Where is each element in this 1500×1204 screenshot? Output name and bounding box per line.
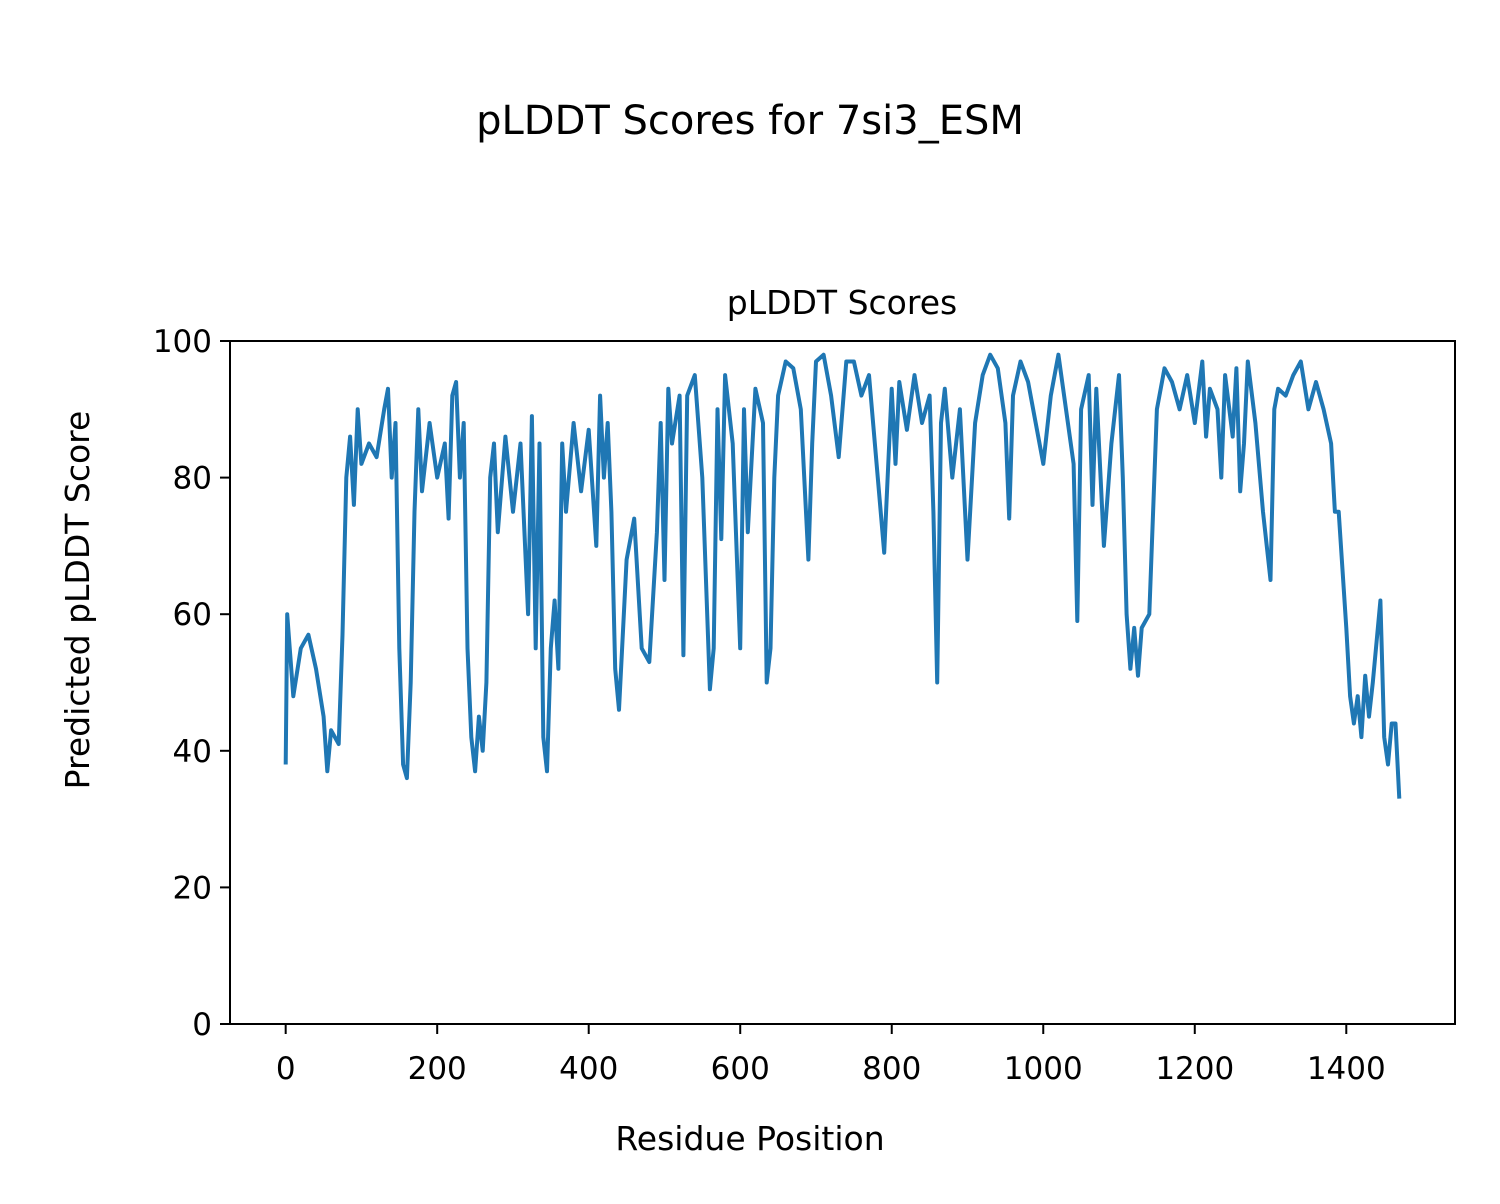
x-tick-label: 1400 (1307, 1051, 1386, 1087)
x-axis: 0 200 400 600 800 1000 1200 1400 (276, 1024, 1386, 1087)
x-tick-label: 600 (711, 1051, 770, 1087)
x-tick-label: 200 (408, 1051, 467, 1087)
x-tick-label: 1000 (1004, 1051, 1083, 1087)
plot-area (283, 352, 1402, 799)
axes-title: pLDDT Scores (727, 283, 957, 322)
x-tick-label: 800 (862, 1051, 921, 1087)
x-tick-label: 1200 (1155, 1051, 1234, 1087)
y-tick-label: 0 (192, 1007, 212, 1043)
x-tick-label: 400 (559, 1051, 618, 1087)
y-tick-label: 100 (153, 324, 212, 360)
y-tick-label: 20 (173, 870, 212, 906)
x-tick-label: 0 (276, 1051, 296, 1087)
axes-frame (229, 340, 1456, 1025)
x-axis-label: Residue Position (615, 1119, 884, 1158)
y-axis-label: Predicted pLDDT Score (58, 411, 97, 790)
y-tick-label: 40 (173, 734, 212, 770)
y-axis: 0 20 40 60 80 100 (153, 324, 230, 1043)
figure-suptitle: pLDDT Scores for 7si3_ESM (476, 98, 1024, 144)
y-tick-label: 80 (173, 461, 212, 497)
series-line-plddt (283, 352, 1402, 799)
y-tick-label: 60 (173, 597, 212, 633)
